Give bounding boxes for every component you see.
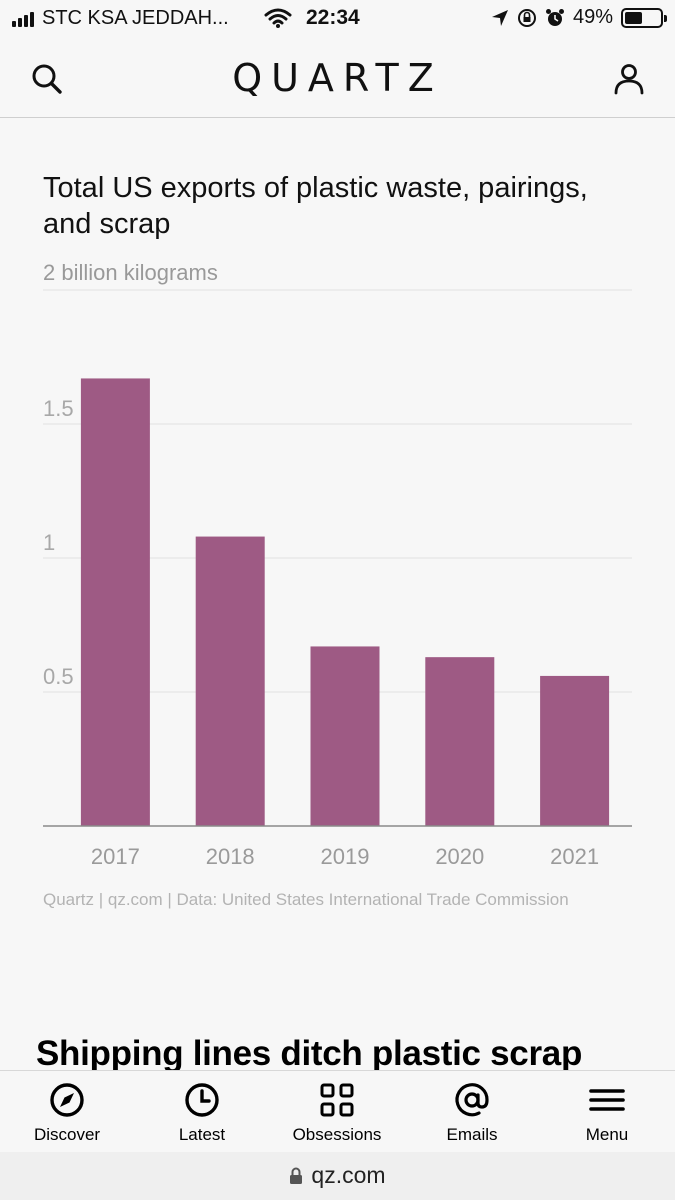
- x-tick-label: 2017: [91, 844, 140, 869]
- location-arrow-icon: [491, 9, 508, 26]
- bar: [540, 675, 610, 826]
- clock-time: 22:34: [306, 6, 360, 29]
- bar: [310, 646, 380, 826]
- site-header: QUARTZ: [0, 38, 675, 118]
- lock-icon: [290, 1167, 303, 1184]
- x-tick-label: 2021: [550, 844, 599, 869]
- battery-percent: 49%: [572, 6, 613, 28]
- nav-label: Menu: [585, 1125, 629, 1144]
- nav-emails[interactable]: Emails: [412, 1081, 532, 1145]
- bar-chart: 0.5 1 1.5 2017 2018 2019 2020 2021: [43, 289, 632, 869]
- nav-label: Latest: [178, 1125, 226, 1144]
- chart-title: Total US exports of plastic waste, pairi…: [43, 172, 588, 240]
- y-tick-label: 1: [43, 530, 55, 555]
- clock-icon: [185, 1083, 219, 1117]
- nav-label: Emails: [446, 1125, 498, 1144]
- nav-discover[interactable]: Discover: [7, 1081, 127, 1145]
- hamburger-icon: [589, 1089, 625, 1111]
- quartz-logo[interactable]: QUARTZ: [232, 56, 443, 100]
- article-headline[interactable]: Shipping lines ditch plastic scrap: [36, 1034, 583, 1073]
- nav-label: Obsessions: [292, 1125, 382, 1144]
- user-account-icon[interactable]: [613, 62, 645, 96]
- carrier-name: STC KSA JEDDAH...: [42, 7, 229, 29]
- nav-label: Discover: [33, 1125, 101, 1144]
- nav-menu[interactable]: Menu: [547, 1081, 667, 1145]
- wifi-icon: [264, 8, 292, 28]
- nav-latest[interactable]: Latest: [142, 1081, 262, 1145]
- bar: [195, 536, 265, 826]
- status-bar: STC KSA JEDDAH... 22:34 49%: [0, 0, 675, 38]
- x-tick-label: 2019: [321, 844, 370, 869]
- search-icon[interactable]: [30, 62, 64, 96]
- bar: [80, 378, 150, 826]
- grid-icon: [320, 1083, 354, 1117]
- chart-subtitle: 2 billion kilograms: [43, 260, 218, 285]
- alarm-icon: [545, 8, 564, 26]
- x-tick-label: 2020: [435, 844, 484, 869]
- y-tick-label: 0.5: [43, 664, 74, 689]
- bar: [425, 657, 495, 826]
- chart-source: Quartz | qz.com | Data: United States In…: [43, 890, 569, 909]
- status-right: 49%: [491, 6, 667, 29]
- url-bar[interactable]: qz.com: [0, 1152, 675, 1200]
- battery-icon: [621, 7, 667, 28]
- y-tick-label: 1.5: [43, 396, 74, 421]
- url-text: qz.com: [311, 1162, 386, 1188]
- compass-icon: [50, 1083, 84, 1117]
- nav-obsessions[interactable]: Obsessions: [277, 1081, 397, 1145]
- status-left: STC KSA JEDDAH...: [12, 7, 229, 30]
- rotation-lock-icon: [517, 8, 536, 27]
- url-display[interactable]: qz.com: [0, 1162, 675, 1189]
- x-tick-label: 2018: [206, 844, 255, 869]
- at-icon: [455, 1083, 489, 1117]
- signal-icon: [12, 11, 34, 27]
- bottom-nav: Discover Latest Obsessions Emails Menu: [0, 1070, 675, 1152]
